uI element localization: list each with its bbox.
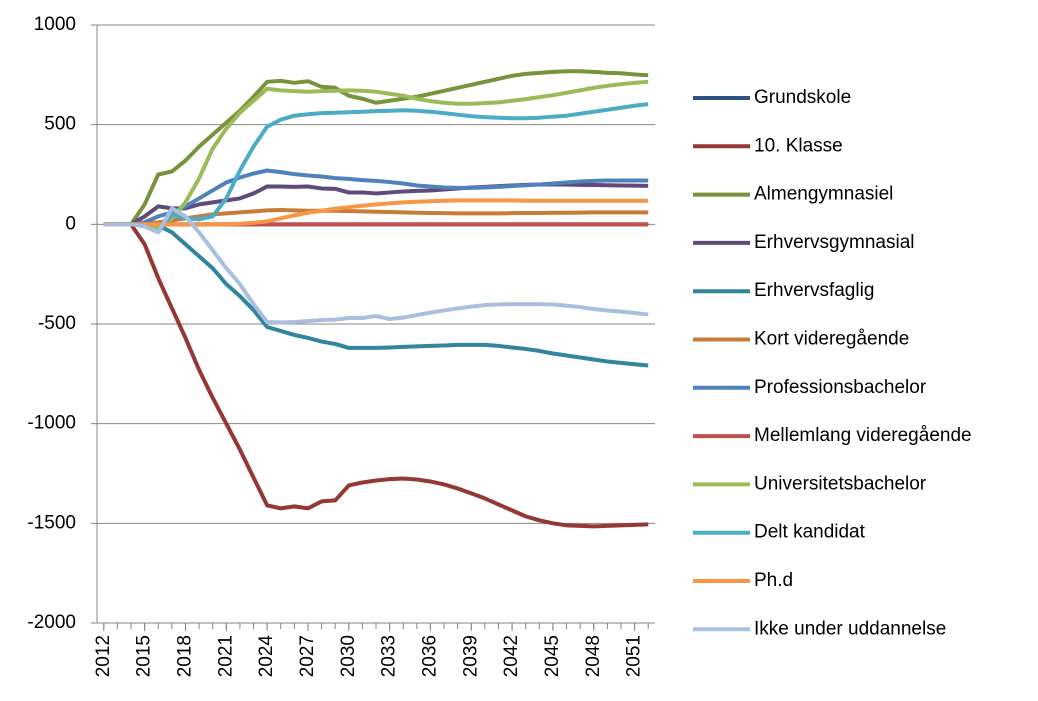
y-tick-label: -1000 bbox=[27, 413, 76, 434]
x-tick-label: 2042 bbox=[501, 635, 522, 677]
y-tick-label: -2000 bbox=[27, 612, 76, 633]
x-tick-label: 2036 bbox=[419, 635, 440, 677]
y-tick-label: 0 bbox=[65, 213, 76, 234]
y-tick-label: 500 bbox=[44, 114, 76, 135]
x-tick-label: 2015 bbox=[134, 635, 155, 677]
series-line bbox=[103, 102, 649, 235]
series-line bbox=[103, 168, 649, 227]
x-tick-label: 2027 bbox=[297, 635, 318, 677]
legend-label: 10. Klasse bbox=[754, 135, 843, 156]
legend-label: Mellemlang videregående bbox=[754, 425, 972, 446]
series-line bbox=[103, 222, 649, 368]
legend-label: Professionsbachelor bbox=[754, 377, 927, 398]
series-line bbox=[103, 206, 649, 325]
x-tick-label: 2018 bbox=[174, 635, 195, 677]
legend-label: Universitetsbachelor bbox=[754, 473, 927, 494]
x-tick-label: 2024 bbox=[256, 635, 277, 678]
legend-label: Almengymnasiel bbox=[754, 184, 893, 205]
series-line bbox=[103, 69, 649, 227]
legend-label: Erhvervsfaglig bbox=[754, 280, 874, 301]
x-tick-label: 2021 bbox=[215, 635, 236, 677]
x-tick-label: 2048 bbox=[583, 635, 604, 677]
series-line bbox=[103, 79, 649, 231]
x-tick-label: 2039 bbox=[460, 635, 481, 677]
legend-label: Delt kandidat bbox=[754, 522, 866, 543]
legend-label: Kort videregående bbox=[754, 329, 909, 350]
legend-label: Ikke under uddannelse bbox=[754, 618, 946, 639]
x-tick-label: 2033 bbox=[379, 635, 400, 677]
series-line bbox=[103, 222, 649, 529]
y-tick-label: 1000 bbox=[34, 14, 76, 35]
legend-label: Grundskole bbox=[754, 87, 851, 108]
y-tick-label: -1500 bbox=[27, 512, 76, 533]
x-tick-label: 2030 bbox=[338, 635, 359, 677]
x-tick-label: 2051 bbox=[624, 635, 645, 677]
legend-label: Ph.d bbox=[754, 570, 793, 591]
legend-label: Erhvervsgymnasial bbox=[754, 232, 915, 253]
x-tick-label: 2045 bbox=[542, 635, 563, 677]
y-tick-label: -500 bbox=[38, 313, 76, 334]
x-tick-label: 2012 bbox=[93, 635, 114, 677]
